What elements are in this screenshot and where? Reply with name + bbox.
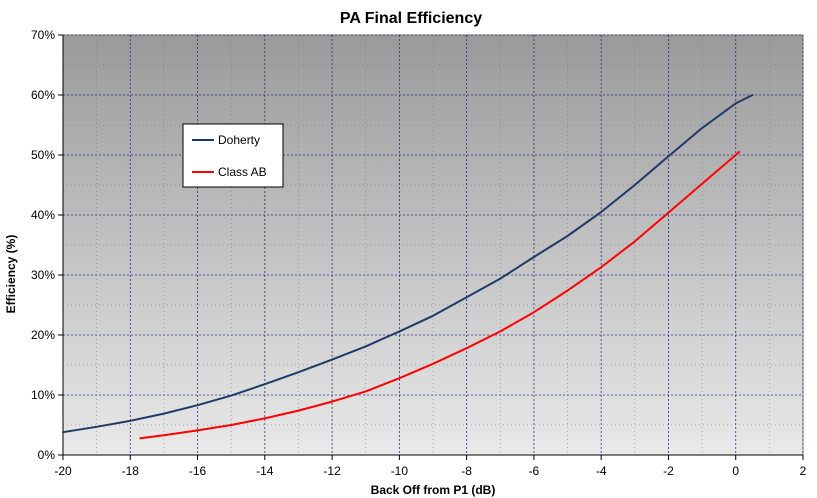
- x-tick-label: 0: [732, 464, 739, 478]
- y-tick-label: 0%: [38, 448, 56, 462]
- y-tick-label: 70%: [31, 28, 55, 42]
- series-lines: [62, 94, 754, 440]
- y-tick-label: 20%: [31, 328, 55, 342]
- y-tick-label: 50%: [31, 148, 55, 162]
- legend-box: [182, 123, 284, 188]
- x-tick-label: -6: [529, 464, 540, 478]
- legend-label-doherty: Doherty: [218, 133, 260, 147]
- chart-title: PA Final Efficiency: [340, 10, 482, 27]
- x-tick-label: -8: [461, 464, 472, 478]
- x-tick-label: -20: [54, 464, 72, 478]
- y-axis-title: Efficiency (%): [4, 235, 18, 314]
- x-tick-label: 2: [800, 464, 807, 478]
- legend: Doherty Class AB: [182, 123, 284, 188]
- y-tick-label: 40%: [31, 208, 55, 222]
- y-tick-label: 30%: [31, 268, 55, 282]
- x-tick-label: -14: [256, 464, 274, 478]
- axis-ticks: -20 -18 -16 -14 -12 -10 -8 -6 -4 -2 0 20%10%20%30%4…: [31, 28, 807, 478]
- x-tick-label: -18: [122, 464, 140, 478]
- x-tick-label: -10: [391, 464, 409, 478]
- x-axis-title: Back Off from P1 (dB): [371, 483, 496, 497]
- x-tick-label: -4: [596, 464, 607, 478]
- series-line-doherty: [62, 94, 754, 434]
- series-line-class-ab: [139, 151, 741, 440]
- y-tick-label: 60%: [31, 88, 55, 102]
- x-tick-label: -12: [323, 464, 341, 478]
- legend-label-class-ab: Class AB: [218, 165, 267, 179]
- x-tick-label: -2: [663, 464, 674, 478]
- x-tick-label: -16: [189, 464, 207, 478]
- y-tick-label: 10%: [31, 388, 55, 402]
